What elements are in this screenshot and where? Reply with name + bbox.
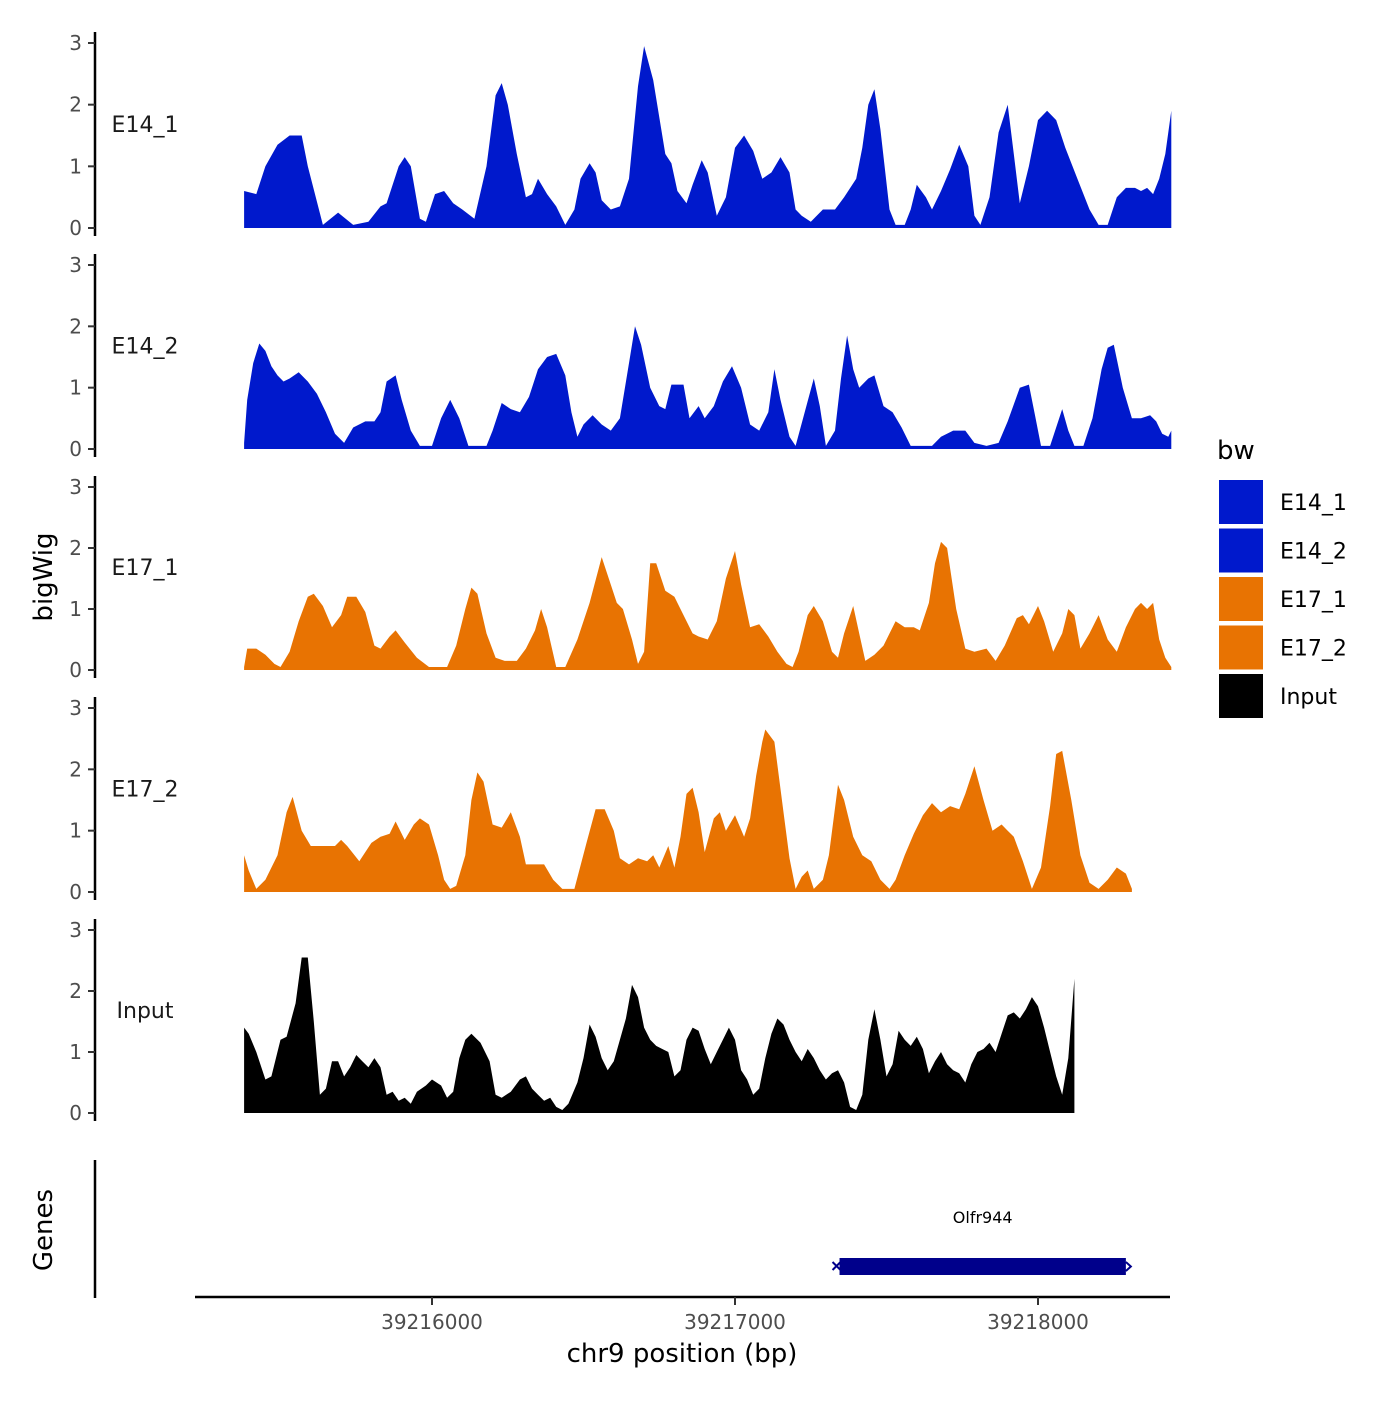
- legend-swatch: [1219, 674, 1263, 718]
- x-tick-label: 39218000: [987, 1310, 1089, 1334]
- coverage-area-input: [244, 957, 1075, 1113]
- y-tick-label: 2: [69, 757, 82, 781]
- gene-olfr944: Olfr944: [831, 1208, 1133, 1275]
- y-tick-label: 0: [69, 658, 82, 682]
- legend-swatch: [1219, 625, 1263, 670]
- y-tick-label: 3: [69, 696, 82, 720]
- y-tick-label: 3: [69, 31, 82, 55]
- gene-start-marker: [831, 1261, 842, 1271]
- gene-end-marker: [1125, 1261, 1133, 1272]
- legend-title: bw: [1217, 436, 1255, 466]
- coverage-area-e17_1: [244, 541, 1172, 670]
- track-e14_1: 0 1 2 3 E14_1: [69, 31, 1172, 240]
- legend-entry-e17_1: E17_1: [1219, 577, 1347, 621]
- legend-label: E17_1: [1280, 588, 1347, 613]
- track-e17_2: 0 1 2 3 E17_2: [69, 696, 1132, 904]
- y-tick-label: 1: [69, 819, 82, 843]
- track-e17_1: 0 1 2 3 E17_1: [69, 475, 1172, 682]
- y-tick-label: 2: [69, 93, 82, 117]
- y-tick-label: 2: [69, 536, 82, 560]
- track-input: 0 1 2 3 Input: [69, 918, 1075, 1125]
- genes-axis-title: Genes: [29, 1189, 59, 1271]
- y-tick-label: 0: [69, 216, 82, 240]
- legend-label: E17_2: [1280, 637, 1347, 662]
- y-tick-label: 0: [69, 880, 82, 904]
- x-tick-label: 39217000: [684, 1310, 786, 1334]
- y-axis-title: bigWig: [29, 532, 59, 621]
- x-tick-label: 39216000: [381, 1310, 483, 1334]
- y-tick-label: 0: [69, 437, 82, 461]
- y-tick-label: 2: [69, 314, 82, 338]
- x-axis-title: chr9 position (bp): [567, 1339, 798, 1369]
- coverage-area-e14_1: [244, 46, 1172, 228]
- legend-entry-e14_1: E14_1: [1219, 480, 1347, 524]
- y-tick-label: 1: [69, 154, 82, 178]
- legend-swatch: [1219, 528, 1263, 573]
- x-axis: 39216000 39217000 39218000: [195, 1295, 1170, 1334]
- legend-swatch: [1219, 480, 1263, 524]
- legend-label: Input: [1280, 685, 1337, 710]
- y-tick-label: 3: [69, 475, 82, 499]
- track-label: E14_1: [112, 113, 179, 138]
- y-tick-label: 2: [69, 979, 82, 1003]
- legend-entry-input: Input: [1219, 674, 1337, 718]
- legend-label: E14_2: [1280, 540, 1347, 565]
- y-tick-label: 1: [69, 1040, 82, 1064]
- legend: bw E14_1 E14_2 E17_1 E17_2 Input: [1217, 436, 1347, 718]
- coverage-area-e14_2: [244, 326, 1172, 449]
- track-label: E17_2: [112, 778, 179, 803]
- tracks-layer: 0 1 2 3 E14_1 0 1 2 3 E14_2 0 1 2 3 E17_1 0 1 2 3 E17_2 0 1 2 3…: [69, 31, 1172, 1125]
- track-label: E14_2: [112, 335, 179, 360]
- legend-entry-e17_2: E17_2: [1219, 625, 1347, 670]
- legend-label: E14_1: [1280, 491, 1347, 516]
- y-tick-label: 1: [69, 376, 82, 400]
- genes-layer: Olfr944: [93, 1160, 1133, 1298]
- gene-label: Olfr944: [953, 1208, 1013, 1227]
- track-label: E17_1: [112, 556, 179, 581]
- legend-swatch: [1219, 577, 1263, 621]
- track-e14_2: 0 1 2 3 E14_2: [69, 253, 1172, 461]
- y-tick-label: 3: [69, 253, 82, 277]
- y-tick-label: 3: [69, 918, 82, 942]
- y-tick-label: 0: [69, 1101, 82, 1125]
- y-tick-label: 1: [69, 597, 82, 621]
- coverage-area-e17_2: [244, 729, 1132, 892]
- legend-entry-e14_2: E14_2: [1219, 528, 1347, 573]
- gene-body: [839, 1258, 1126, 1275]
- track-label: Input: [117, 999, 174, 1024]
